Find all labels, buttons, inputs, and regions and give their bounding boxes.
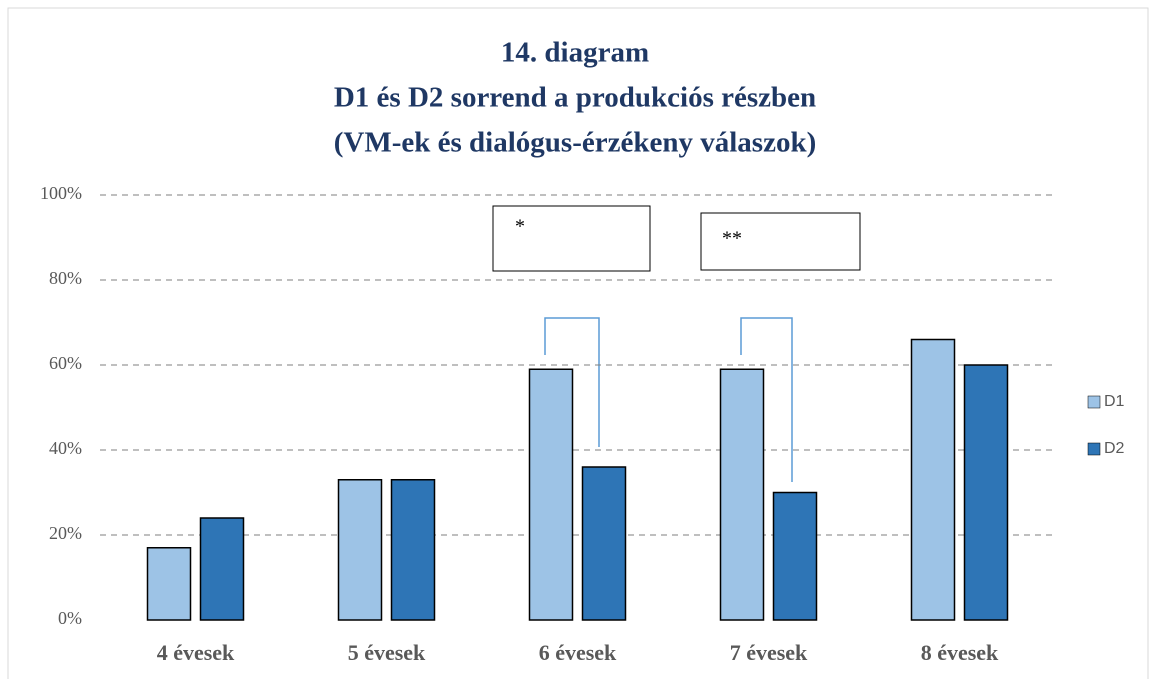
- x-tick-label: 7 évesek: [730, 640, 808, 665]
- bar: [146, 547, 192, 621]
- bar: [963, 364, 1009, 621]
- y-tick-label: 40%: [49, 438, 82, 458]
- significance-bracket: [740, 317, 793, 482]
- y-tick-label: 0%: [58, 608, 82, 628]
- annotation-box: [700, 212, 861, 271]
- significance-bracket: [544, 317, 600, 447]
- bar: [199, 517, 245, 621]
- annotation: *: [515, 216, 525, 238]
- chart-border: [7, 7, 1149, 679]
- bar: [581, 466, 627, 621]
- chart-title: D1 és D2 sorrend a produkciós részben: [334, 82, 816, 114]
- bar: [910, 338, 956, 621]
- annotation-box: [492, 205, 651, 272]
- x-tick-label: 4 évesek: [157, 640, 235, 665]
- x-tick-label: 5 évesek: [348, 640, 426, 665]
- chart-title: 14. diagram: [501, 37, 649, 69]
- bar: [528, 368, 574, 621]
- annotation: **: [722, 228, 742, 250]
- bar: [337, 479, 383, 621]
- y-tick-label: 100%: [40, 183, 82, 203]
- legend-swatch: [1087, 442, 1101, 456]
- bar: [772, 491, 818, 621]
- legend-swatch: [1087, 395, 1101, 409]
- y-tick-label: 80%: [49, 268, 82, 288]
- y-tick-label: 20%: [49, 523, 82, 543]
- x-tick-label: 6 évesek: [539, 640, 617, 665]
- chart-title: (VM-ek és dialógus-érzékeny válaszok): [334, 127, 816, 159]
- legend-label: D2: [1104, 440, 1125, 457]
- y-tick-label: 60%: [49, 353, 82, 373]
- bar: [390, 479, 436, 621]
- legend-label: D1: [1104, 393, 1125, 410]
- bar: [719, 368, 765, 621]
- x-tick-label: 8 évesek: [921, 640, 999, 665]
